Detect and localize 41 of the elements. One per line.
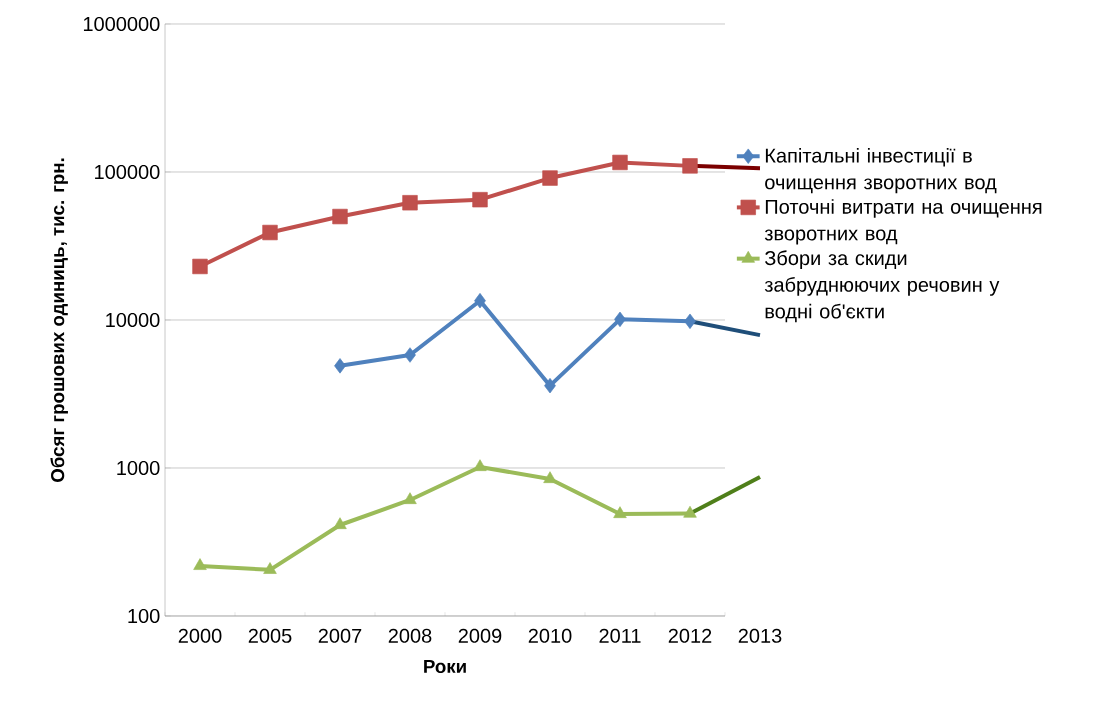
x-axis-title: Роки (424, 660, 466, 674)
x-tick-label: 2011 (599, 628, 641, 643)
point (472, 192, 488, 208)
point (333, 517, 347, 529)
point (263, 562, 277, 574)
legend-label: Капітальні інвестиції в очищення зворотних вод (765, 148, 997, 194)
point (612, 154, 628, 171)
point (682, 158, 698, 174)
point (403, 492, 417, 504)
point (542, 170, 558, 186)
y-axis-title: Обсяг грошових одиниць, тис. грн. (50, 158, 68, 482)
point (543, 471, 557, 483)
y-tick-label: 100 (128, 608, 160, 624)
point (614, 311, 626, 328)
point (613, 506, 627, 518)
legend-label: Поточні витрати на очищення зворотних вод (764, 199, 1042, 245)
y-tick-label: 10000 (106, 312, 160, 328)
x-tick-label: 2012 (668, 628, 712, 643)
y-tick-label: 1000 (117, 460, 160, 476)
point (473, 459, 487, 471)
point (402, 195, 418, 211)
x-tick-label: 2008 (388, 628, 432, 643)
y-tick-label: 1000000 (83, 16, 160, 32)
x-tick-label: 2010 (528, 628, 572, 643)
point (683, 505, 697, 518)
point (332, 208, 348, 225)
point (192, 258, 208, 275)
point (684, 313, 696, 329)
point (404, 347, 416, 363)
point (193, 558, 207, 570)
x-tick-label: 2000 (178, 628, 222, 643)
x-tick-label: 2009 (458, 628, 502, 643)
legend-label: Збори за скиди забруднюючих речовин у водні об'єкти (764, 250, 1000, 323)
y-tick-label: 100000 (95, 164, 160, 180)
x-tick-label: 2007 (318, 628, 362, 643)
point (262, 224, 278, 241)
x-tick-label: 2005 (248, 628, 292, 643)
x-tick-label: 2013 (738, 628, 782, 643)
point (474, 293, 486, 309)
point (544, 377, 556, 394)
point (334, 358, 346, 374)
